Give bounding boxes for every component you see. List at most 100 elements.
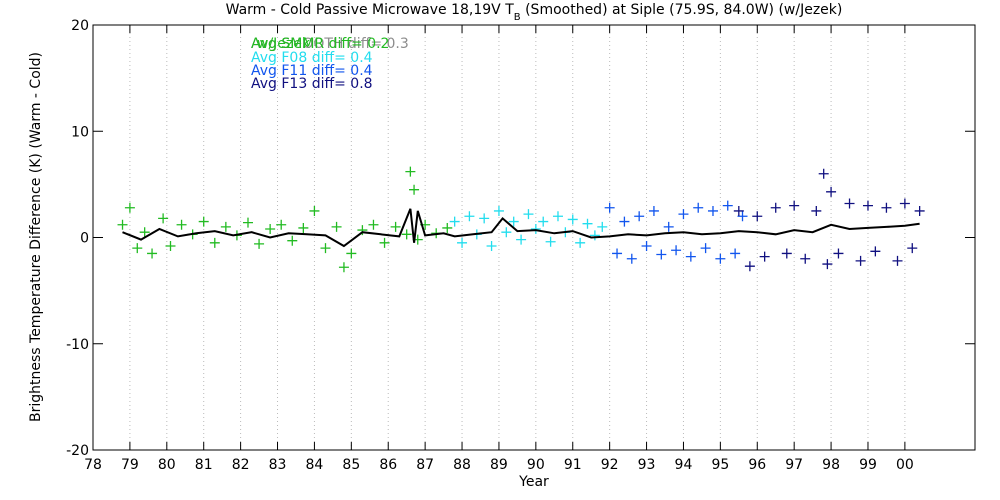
x-tick-label: 91 — [564, 457, 582, 473]
title-subscript: B — [514, 12, 521, 23]
x-tick-label: 96 — [748, 457, 766, 473]
point — [379, 237, 390, 248]
x-tick-label: 78 — [84, 457, 102, 473]
point — [582, 218, 593, 229]
x-tick-label: 95 — [711, 457, 729, 473]
point — [220, 221, 231, 232]
point — [567, 214, 578, 225]
y-tick-label: 0 — [80, 231, 89, 247]
point — [781, 248, 792, 259]
point — [530, 224, 541, 234]
point — [442, 222, 453, 233]
point — [833, 248, 844, 259]
point — [209, 237, 220, 248]
point — [881, 202, 892, 213]
point — [390, 221, 401, 232]
x-tick-label: 79 — [121, 457, 139, 473]
point — [589, 230, 600, 241]
point — [493, 205, 504, 216]
point — [700, 243, 711, 254]
point — [892, 255, 903, 266]
point — [575, 237, 586, 248]
point — [822, 259, 833, 270]
point — [132, 243, 143, 254]
point — [818, 168, 829, 179]
x-axis-label: Year — [518, 474, 549, 490]
point — [752, 211, 763, 222]
x-tick-label: 89 — [490, 457, 508, 473]
point — [368, 219, 379, 230]
x-tick-label: 90 — [527, 457, 545, 473]
point — [862, 200, 873, 211]
annotation: Avg F13 diff= 0.8 — [251, 76, 373, 92]
point — [844, 198, 855, 209]
point — [409, 184, 420, 195]
x-tick-label: 94 — [675, 457, 693, 473]
x-tick-label: 88 — [453, 457, 471, 473]
point — [158, 213, 169, 224]
point — [685, 251, 696, 262]
point — [165, 241, 176, 251]
x-tick-label: 92 — [601, 457, 619, 473]
point — [722, 200, 733, 211]
plot-frame — [92, 24, 976, 451]
point — [811, 205, 822, 216]
point — [338, 262, 349, 273]
x-tick-label: 87 — [416, 457, 434, 473]
point — [899, 198, 910, 209]
x-tick-label: 81 — [195, 457, 213, 473]
annotation: Avg SMOOTH diff= 0.3 — [251, 36, 409, 52]
point — [298, 222, 309, 233]
y-tick-label: 20 — [71, 18, 89, 34]
point — [855, 255, 866, 266]
x-tick-label: 00 — [896, 457, 914, 473]
point — [545, 236, 556, 247]
point — [619, 216, 630, 227]
point — [641, 241, 652, 251]
point — [320, 243, 331, 254]
point — [117, 219, 128, 230]
point — [405, 166, 416, 177]
point — [457, 237, 468, 248]
point — [309, 205, 320, 216]
point — [826, 186, 837, 197]
x-tick-label: 86 — [379, 457, 397, 473]
point — [707, 205, 718, 216]
x-tick-label: 84 — [306, 457, 324, 473]
point — [176, 219, 187, 230]
point — [744, 261, 755, 272]
point — [656, 249, 667, 260]
point — [693, 202, 704, 213]
point — [276, 219, 287, 230]
point — [626, 253, 637, 264]
chart-title: Warm - Cold Passive Microwave 18,19V TB … — [226, 2, 843, 23]
point — [914, 205, 925, 216]
point — [737, 211, 748, 222]
x-tick-label: 83 — [269, 457, 287, 473]
point — [523, 209, 534, 220]
x-tick-label: 85 — [342, 457, 360, 473]
x-tick-label: 97 — [785, 457, 803, 473]
y-tick-label: 10 — [71, 124, 89, 140]
point — [449, 216, 460, 227]
point — [733, 205, 744, 216]
point — [800, 253, 811, 264]
point — [648, 205, 659, 216]
title-part: (Smoothed) at Siple (75.9S, 84.0W) (w/Je… — [521, 2, 843, 18]
point — [265, 224, 276, 234]
x-tick-label: 80 — [158, 457, 176, 473]
point — [254, 238, 265, 249]
point — [479, 213, 490, 224]
point — [770, 202, 781, 213]
point — [346, 248, 357, 259]
point — [671, 245, 682, 256]
point — [401, 229, 412, 240]
annotation: Avg F11 diff= 0.4 — [251, 63, 373, 79]
point — [634, 211, 645, 222]
y-axis-label: Brightness Temperature Difference (K) (W… — [28, 52, 44, 422]
x-tick-label: 82 — [232, 457, 250, 473]
point — [907, 243, 918, 254]
point — [538, 216, 549, 227]
x-tick-label: 99 — [859, 457, 877, 473]
